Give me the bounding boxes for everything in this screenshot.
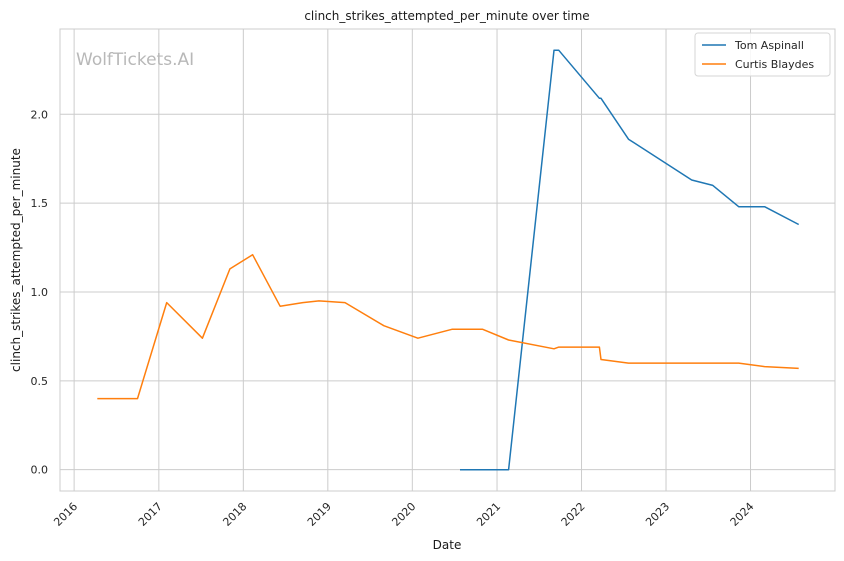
y-tick-label: 1.0 <box>31 286 49 299</box>
grid-layer <box>60 29 835 491</box>
chart-title: clinch_strikes_attempted_per_minute over… <box>304 9 589 23</box>
series-line-tom-aspinall <box>460 49 800 471</box>
legend-label-curtis-blaydes: Curtis Blaydes <box>735 58 814 71</box>
legend: Tom Aspinall Curtis Blaydes <box>694 32 831 77</box>
legend-label-tom-aspinall: Tom Aspinall <box>734 39 804 52</box>
watermark-text: WolfTickets.AI <box>76 50 194 70</box>
series-line-curtis-blaydes <box>97 253 799 400</box>
y-tick-label: 1.5 <box>31 197 49 210</box>
y-axis-label: clinch_strikes_attempted_per_minute <box>9 148 23 372</box>
series-layer <box>97 49 800 471</box>
x-axis-label: Date <box>433 538 462 552</box>
y-tick-label: 2.0 <box>31 108 49 121</box>
plot-area-frame <box>59 28 836 492</box>
y-tick-label: 0.5 <box>31 375 49 388</box>
y-tick-label: 0.0 <box>31 464 49 477</box>
legend-box <box>694 32 831 77</box>
